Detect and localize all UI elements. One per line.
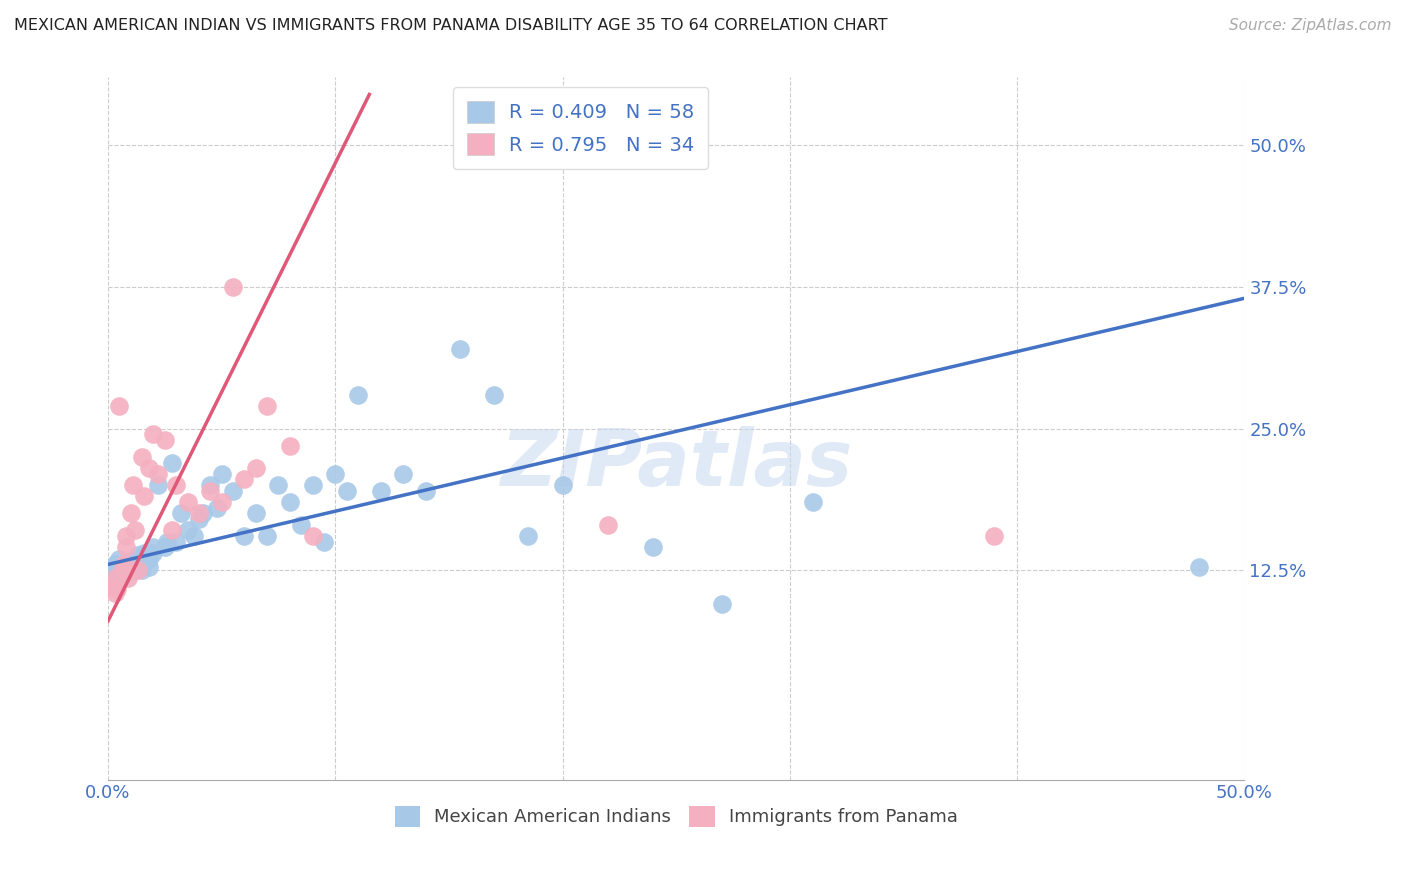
Point <box>111 563 134 577</box>
Point <box>211 467 233 481</box>
Point <box>138 559 160 574</box>
Point <box>222 280 245 294</box>
Point <box>120 554 142 568</box>
Point <box>517 529 540 543</box>
Point <box>153 433 176 447</box>
Point <box>104 558 127 572</box>
Point <box>134 490 156 504</box>
Point <box>267 478 290 492</box>
Point <box>187 512 209 526</box>
Point <box>193 507 215 521</box>
Point <box>160 524 183 538</box>
Point <box>122 478 145 492</box>
Point <box>205 500 228 515</box>
Point <box>165 534 187 549</box>
Point <box>801 495 824 509</box>
Point <box>312 534 335 549</box>
Point <box>256 399 278 413</box>
Point <box>127 563 149 577</box>
Point <box>105 582 128 597</box>
Point <box>176 524 198 538</box>
Text: MEXICAN AMERICAN INDIAN VS IMMIGRANTS FROM PANAMA DISABILITY AGE 35 TO 64 CORREL: MEXICAN AMERICAN INDIAN VS IMMIGRANTS FR… <box>14 18 887 33</box>
Point <box>131 450 153 464</box>
Point <box>484 387 506 401</box>
Point <box>170 507 193 521</box>
Point <box>370 483 392 498</box>
Point <box>160 456 183 470</box>
Point <box>245 507 267 521</box>
Point <box>117 571 139 585</box>
Point <box>105 568 128 582</box>
Point <box>142 427 165 442</box>
Point <box>115 566 138 581</box>
Point <box>233 529 256 543</box>
Point <box>256 529 278 543</box>
Point <box>115 529 138 543</box>
Point <box>142 541 165 555</box>
Point <box>101 580 124 594</box>
Point <box>124 524 146 538</box>
Point <box>104 586 127 600</box>
Point <box>983 529 1005 543</box>
Point <box>301 529 323 543</box>
Point <box>200 483 222 498</box>
Point <box>211 495 233 509</box>
Point <box>336 483 359 498</box>
Point <box>222 483 245 498</box>
Point <box>176 495 198 509</box>
Text: ZIPatlas: ZIPatlas <box>501 425 852 501</box>
Point <box>183 529 205 543</box>
Point <box>120 559 142 574</box>
Point <box>278 495 301 509</box>
Point <box>278 438 301 452</box>
Point <box>127 549 149 563</box>
Point <box>124 555 146 569</box>
Point <box>108 563 131 577</box>
Point <box>108 551 131 566</box>
Point <box>134 546 156 560</box>
Point <box>1188 559 1211 574</box>
Point <box>710 597 733 611</box>
Point <box>233 473 256 487</box>
Point <box>138 461 160 475</box>
Point <box>131 563 153 577</box>
Point <box>142 546 165 560</box>
Point <box>643 541 665 555</box>
Point <box>392 467 415 481</box>
Point <box>146 467 169 481</box>
Point <box>104 571 127 585</box>
Legend: Mexican American Indians, Immigrants from Panama: Mexican American Indians, Immigrants fro… <box>387 798 965 834</box>
Point <box>153 541 176 555</box>
Point <box>131 558 153 572</box>
Point <box>245 461 267 475</box>
Point <box>112 558 135 572</box>
Point <box>323 467 346 481</box>
Point <box>596 517 619 532</box>
Point <box>115 541 138 555</box>
Point <box>111 559 134 574</box>
Point <box>415 483 437 498</box>
Point <box>124 563 146 577</box>
Point <box>138 551 160 566</box>
Point <box>301 478 323 492</box>
Point <box>112 563 135 577</box>
Point <box>347 387 370 401</box>
Point <box>551 478 574 492</box>
Point <box>146 478 169 492</box>
Point <box>187 507 209 521</box>
Text: Source: ZipAtlas.com: Source: ZipAtlas.com <box>1229 18 1392 33</box>
Point <box>290 517 312 532</box>
Point <box>120 507 142 521</box>
Point <box>200 478 222 492</box>
Point <box>156 534 179 549</box>
Point <box>117 563 139 577</box>
Point <box>449 343 471 357</box>
Point <box>108 399 131 413</box>
Point <box>101 563 124 577</box>
Point <box>165 478 187 492</box>
Point <box>115 558 138 572</box>
